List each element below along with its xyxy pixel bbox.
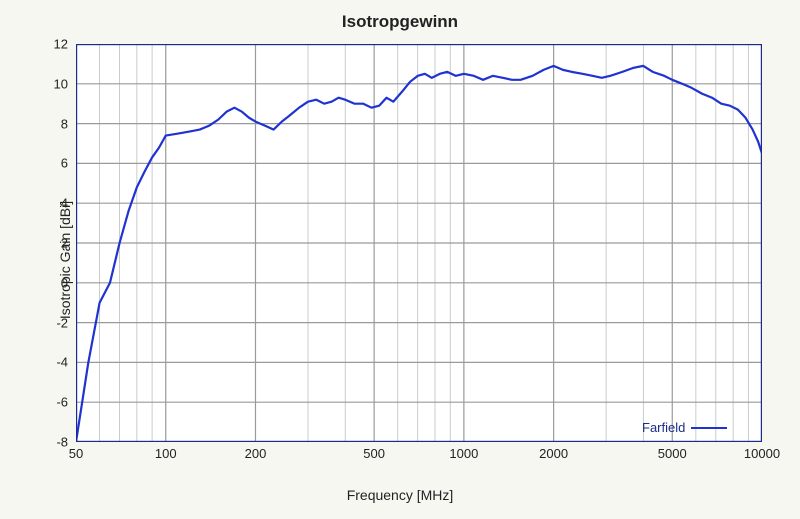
x-tick-label: 2000 <box>539 446 568 461</box>
y-tick-label: 10 <box>36 76 68 91</box>
y-tick-label: 12 <box>36 37 68 52</box>
legend-line <box>691 427 727 429</box>
y-tick-label: 4 <box>36 196 68 211</box>
legend: Farfield <box>642 420 727 435</box>
y-tick-label: -2 <box>36 315 68 330</box>
legend-label: Farfield <box>642 420 685 435</box>
x-tick-label: 10000 <box>744 446 780 461</box>
x-axis-label: Frequency [MHz] <box>0 487 800 503</box>
plot-svg <box>76 44 762 442</box>
y-tick-label: 0 <box>36 275 68 290</box>
chart-container: Isotropgewinn Isotropic Gain [dBi] Frequ… <box>0 0 800 519</box>
y-tick-label: -6 <box>36 395 68 410</box>
y-tick-label: 2 <box>36 236 68 251</box>
y-tick-label: -4 <box>36 355 68 370</box>
y-tick-label: -8 <box>36 435 68 450</box>
x-tick-label: 100 <box>155 446 177 461</box>
y-axis-label: Isotropic Gain [dBi] <box>57 200 73 318</box>
chart-title: Isotropgewinn <box>0 12 800 32</box>
x-tick-label: 50 <box>69 446 83 461</box>
y-tick-label: 6 <box>36 156 68 171</box>
x-tick-label: 500 <box>363 446 385 461</box>
x-tick-label: 1000 <box>449 446 478 461</box>
x-tick-label: 200 <box>245 446 267 461</box>
y-tick-label: 8 <box>36 116 68 131</box>
x-tick-label: 5000 <box>658 446 687 461</box>
